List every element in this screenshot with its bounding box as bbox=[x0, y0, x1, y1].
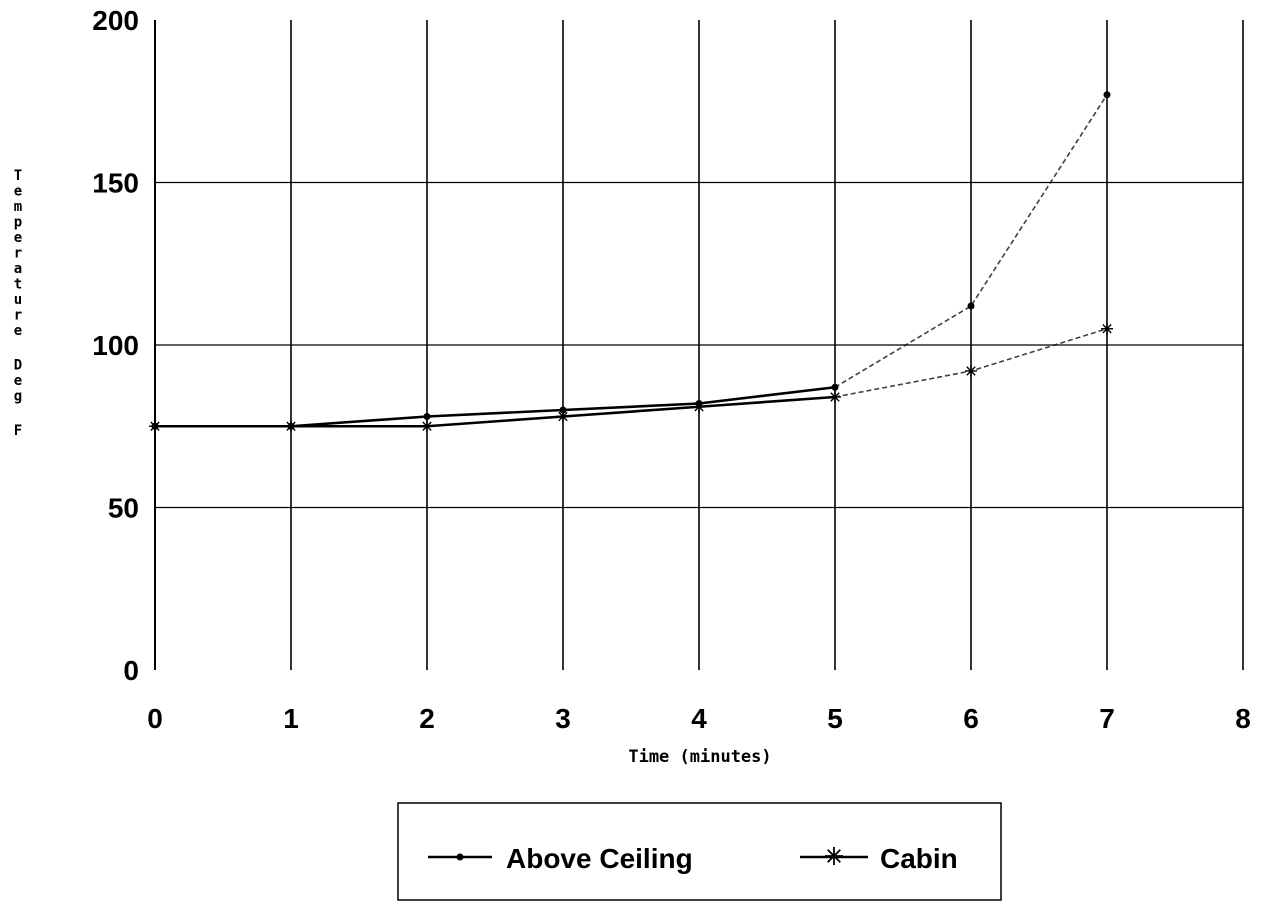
y-axis-title-letter: e bbox=[14, 323, 22, 339]
x-tick-label: 6 bbox=[963, 703, 979, 734]
y-axis-title-letter: r bbox=[14, 308, 22, 324]
chart-tick-labels: 0 1 2 3 4 5 6 7 8 0 50 100 150 200 bbox=[92, 5, 1251, 734]
x-tick-label: 2 bbox=[419, 703, 435, 734]
y-axis-title-letter: a bbox=[14, 261, 22, 277]
data-point bbox=[693, 400, 705, 413]
y-tick-label: 100 bbox=[92, 330, 139, 361]
x-tick-label: 0 bbox=[147, 703, 163, 734]
legend-box bbox=[397, 802, 1002, 901]
x-tick-label: 3 bbox=[555, 703, 571, 734]
data-point bbox=[1101, 322, 1113, 335]
data-point bbox=[557, 410, 569, 423]
data-point bbox=[559, 406, 567, 414]
data-point bbox=[829, 391, 841, 403]
legend-item: Cabin bbox=[800, 843, 958, 874]
chart-series bbox=[149, 91, 1113, 433]
x-tick-label: 8 bbox=[1235, 703, 1251, 734]
y-axis-title-letter: r bbox=[14, 246, 22, 262]
y-axis-title-letter: D bbox=[14, 358, 22, 374]
x-tick-label: 1 bbox=[283, 703, 299, 734]
y-axis-title-letter: p bbox=[14, 215, 22, 231]
y-axis-title-letter: g bbox=[14, 389, 22, 405]
data-point bbox=[967, 302, 975, 310]
data-point bbox=[831, 383, 839, 391]
data-point bbox=[423, 413, 431, 420]
y-tick-label: 200 bbox=[92, 5, 139, 36]
series-line bbox=[155, 395, 836, 428]
data-point bbox=[149, 420, 161, 433]
y-axis-title-letter: u bbox=[14, 292, 22, 308]
chart-legend: Above Ceiling Cabin bbox=[397, 802, 1002, 901]
data-point bbox=[1103, 91, 1111, 99]
data-point bbox=[285, 420, 297, 433]
y-tick-label: 50 bbox=[108, 493, 139, 524]
x-axis-title: Time (minutes) bbox=[628, 747, 771, 767]
y-axis-title-letter: e bbox=[14, 230, 22, 246]
legend-label: Cabin bbox=[880, 843, 958, 874]
x-tick-label: 4 bbox=[691, 703, 707, 734]
y-axis-title-letter: T bbox=[14, 168, 22, 184]
y-axis-title-letter: e bbox=[14, 184, 22, 200]
chart-gridlines bbox=[154, 20, 1244, 670]
series-line bbox=[834, 94, 1108, 388]
y-axis-title-letter: m bbox=[14, 199, 22, 215]
legend-marker bbox=[825, 847, 843, 865]
y-tick-label: 150 bbox=[92, 168, 139, 199]
y-axis-title-letter: e bbox=[14, 373, 22, 389]
legend-marker bbox=[456, 853, 464, 861]
data-point bbox=[421, 420, 433, 433]
y-axis-title-letter: t bbox=[14, 277, 22, 293]
legend-item: Above Ceiling bbox=[428, 843, 693, 874]
data-point bbox=[965, 365, 977, 377]
legend-label: Above Ceiling bbox=[506, 843, 693, 874]
y-axis-title-letter: F bbox=[14, 423, 22, 439]
x-tick-label: 5 bbox=[827, 703, 843, 734]
x-tick-label: 7 bbox=[1099, 703, 1115, 734]
y-tick-label: 0 bbox=[123, 655, 139, 686]
